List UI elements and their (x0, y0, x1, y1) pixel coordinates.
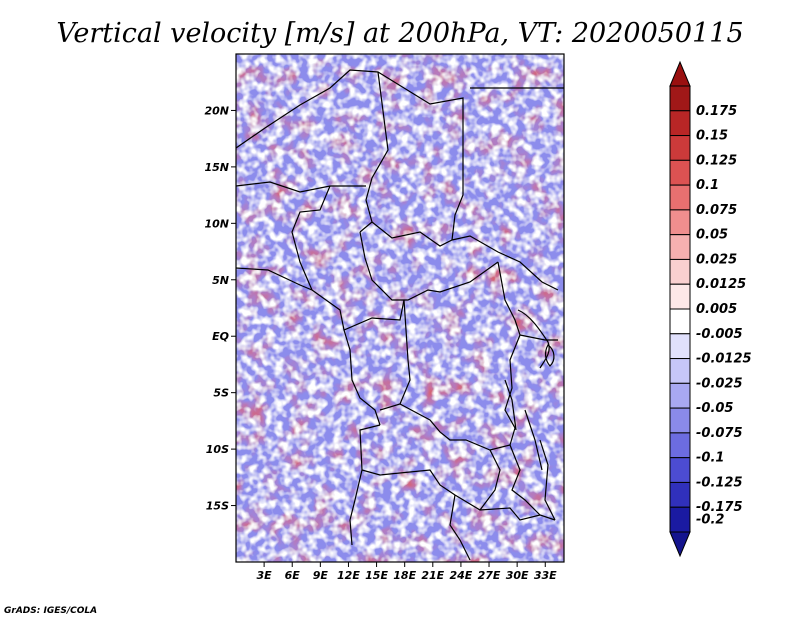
colorbar: 0.175 0.15 0.125 0.1 0.075 0.05 0.025 0.0125 0.0… (669, 60, 752, 558)
lon-tick-label: 33E (534, 569, 557, 582)
grads-credit: GrADS: IGES/COLA (4, 606, 97, 616)
lon-tick-label: 27E (478, 569, 501, 582)
map-frame (235, 53, 565, 563)
colorbar-bottom-arrow (669, 531, 691, 558)
colorbar-label: -0.05 (696, 401, 733, 416)
lat-tick-label: 5S (213, 387, 229, 400)
colorbar-label: 0.175 (696, 104, 737, 119)
lon-tick-label: 3E (257, 569, 273, 582)
colorbar-label: 0.05 (696, 228, 728, 243)
colorbar-label: -0.1 (696, 451, 724, 466)
colorbar-swatch (669, 308, 691, 335)
lat-tick-label: 10S (206, 443, 229, 456)
country-borders (235, 69, 564, 561)
colorbar-label: -0.125 (696, 475, 743, 490)
colorbar-swatch (669, 358, 691, 384)
colorbar-label: 0.025 (696, 252, 737, 267)
colorbar-swatch (669, 481, 691, 508)
colorbar-top-arrow (669, 60, 691, 87)
lon-tick-label: 30E (506, 569, 529, 582)
colorbar-swatch (669, 457, 691, 483)
colorbar-label: -0.2 (696, 513, 724, 528)
colorbar-swatch (669, 85, 691, 112)
colorbar-swatch (669, 283, 691, 310)
colorbar-label: 0.0125 (696, 277, 746, 292)
colorbar-swatch (669, 184, 691, 211)
colorbar-label: -0.0125 (696, 352, 752, 367)
lon-tick-label: 9E (313, 569, 329, 582)
lat-tick-label: 20N (204, 104, 229, 117)
colorbar-swatch (669, 209, 691, 236)
lon-tick-label: 15E (365, 569, 388, 582)
lat-tick-label: 10N (204, 217, 229, 230)
colorbar-label: 0.1 (696, 178, 719, 193)
colorbar-swatch (669, 407, 691, 434)
colorbar-label: 0.075 (696, 203, 737, 218)
longitude-axis: 3E 6E 9E 12E 15E 18E 21E 24E 27E 30E 33E (257, 562, 557, 582)
colorbar-label: -0.075 (696, 426, 743, 441)
colorbar-swatch (669, 110, 691, 137)
lon-tick-label: 18E (393, 569, 416, 582)
vertical-velocity-field (236, 54, 564, 562)
lon-tick-label: 24E (450, 569, 473, 582)
colorbar-swatch (669, 258, 691, 285)
colorbar-swatch (669, 432, 691, 459)
colorbar-label: -0.175 (696, 500, 743, 515)
colorbar-swatch (669, 382, 691, 409)
lon-tick-label: 12E (337, 569, 360, 582)
colorbar-swatch (669, 506, 691, 533)
plot-title: Vertical velocity [m/s] at 200hPa, VT: 2… (56, 18, 743, 49)
colorbar-swatch (669, 333, 691, 360)
colorbar-swatch (669, 234, 691, 260)
colorbar-swatch (669, 159, 691, 186)
latitude-axis: 20N 15N 10N 5N EQ 5S 10S 15S (204, 104, 236, 513)
colorbar-label: 0.005 (696, 302, 737, 317)
lat-tick-label: 15N (204, 161, 229, 174)
colorbar-label: -0.005 (696, 327, 743, 342)
lat-tick-label: EQ (212, 330, 229, 343)
colorbar-swatch (669, 135, 691, 161)
map-panel (235, 53, 565, 563)
colorbar-label: 0.125 (696, 153, 737, 168)
colorbar-label: -0.025 (696, 376, 743, 391)
lat-tick-label: 5N (212, 274, 229, 287)
lon-tick-label: 6E (285, 569, 301, 582)
lon-tick-label: 21E (421, 569, 444, 582)
lat-tick-label: 15S (206, 500, 229, 513)
colorbar-label: 0.15 (696, 129, 728, 144)
